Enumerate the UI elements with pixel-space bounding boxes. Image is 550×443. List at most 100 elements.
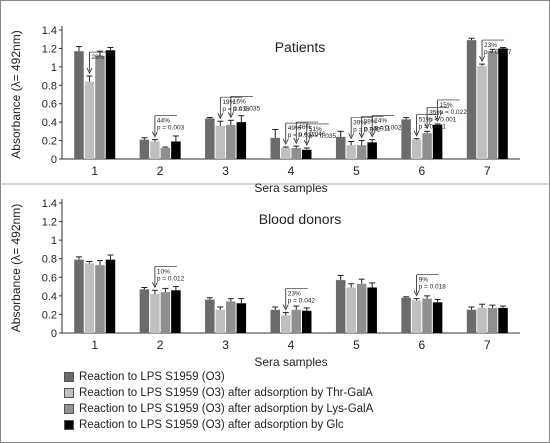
- legend-label: Reaction to LPS S1959 (O3) after adsorpt…: [79, 387, 373, 399]
- bar: [422, 298, 432, 333]
- x-tick-label: 6: [419, 338, 426, 352]
- annotation-arrow-head: [369, 131, 376, 138]
- bar: [171, 290, 181, 333]
- bar: [401, 119, 411, 159]
- annotation: 10%p = 0.012: [152, 265, 185, 289]
- annotation-arrow-head: [479, 55, 485, 62]
- bar: [139, 139, 150, 159]
- annotation: 38%p = 0.011: [358, 116, 391, 139]
- annotation-text: p = 0.022: [440, 109, 468, 116]
- bar: [477, 65, 487, 159]
- bar: [160, 292, 171, 333]
- annotation-text: 23%: [288, 291, 301, 298]
- bar: [236, 303, 247, 333]
- annotation-text: p < 0.001: [429, 116, 457, 123]
- annotation-arrow-head: [358, 132, 365, 139]
- annotation-arrow-head: [86, 67, 93, 74]
- annotation-text: 35%: [429, 109, 442, 116]
- annotation: 24%p = 0.002: [369, 115, 402, 138]
- x-tick-label: 3: [222, 164, 229, 178]
- annotation-text: 24%: [374, 118, 387, 125]
- y-tick-label: 1.2: [42, 43, 57, 55]
- legend-item: Reaction to LPS S1959 (O3): [64, 369, 373, 385]
- x-tick-label: 2: [157, 164, 164, 178]
- x-tick-label: 7: [484, 164, 491, 178]
- bar: [346, 287, 356, 333]
- annotation: 46%p = 0.046: [293, 121, 326, 144]
- annotation: 49%p = 0.037: [282, 122, 316, 145]
- annotation-text: p = 0.002: [374, 125, 402, 132]
- annotation-text: 16%: [233, 98, 246, 105]
- y-tick-label: 1.4: [42, 198, 57, 210]
- annotation: 35%p < 0.001: [424, 107, 457, 130]
- bar: [356, 145, 367, 159]
- bar: [466, 40, 477, 160]
- annotation-text: p = 0.037: [288, 132, 316, 139]
- bar: [302, 149, 312, 159]
- annotation: 19%p = 0.038: [217, 96, 250, 120]
- y-tick-label: 0.2: [42, 136, 57, 148]
- annotation-text: p = 0.011: [364, 126, 391, 133]
- bar: [226, 301, 236, 333]
- annotation-text: p = 0.002: [353, 126, 381, 133]
- annotation-text: p = 0.042: [288, 298, 316, 305]
- bar: [422, 133, 432, 159]
- bar: [74, 259, 84, 333]
- annotation: 51%p = 0.001: [413, 114, 447, 137]
- bar: [160, 147, 171, 159]
- legend: Reaction to LPS S1959 (O3) Reaction to LP…: [64, 369, 373, 433]
- annotation-text: p = 0.007: [484, 49, 512, 56]
- annotation-arrow-head: [282, 304, 289, 311]
- y-tick-label: 0.8: [42, 254, 57, 266]
- x-axis-title: Sera samples: [254, 181, 327, 195]
- annotation-arrow-head: [152, 282, 158, 289]
- chart-panel-patients: 0 0.2 0.4 0.6 0.8 1 1.2 1.4 Patients Sera samples…: [9, 25, 520, 195]
- y-tick-label: 1: [51, 62, 57, 74]
- legend-swatch: [64, 388, 74, 398]
- annotation: 15%p = 0.022: [434, 99, 468, 122]
- annotation-arrow-head: [348, 133, 355, 140]
- x-tick-label: 1: [91, 338, 98, 352]
- chart-title: Patients: [275, 39, 326, 55]
- y-tick-label: 0.8: [42, 80, 57, 92]
- bar: [411, 300, 422, 333]
- bar: [270, 309, 280, 333]
- bar: [367, 287, 377, 333]
- legend-item: Reaction to LPS S1959 (O3) after adsorpt…: [64, 401, 373, 417]
- y-tick-label: 0: [51, 154, 57, 166]
- annotation: 23%p = 0.042: [282, 288, 316, 311]
- bar: [498, 307, 508, 333]
- legend-item: Reaction to LPS S1959 (O3) after adsorpt…: [64, 417, 373, 433]
- bar: [171, 141, 181, 159]
- annotation-arrow-head: [293, 137, 300, 144]
- annotation-text: p = 0.001: [419, 124, 447, 131]
- legend-swatch: [64, 404, 74, 414]
- bar: [477, 307, 487, 333]
- x-tick-label: 3: [222, 338, 229, 352]
- annotation-text: p = 0.035: [309, 133, 337, 140]
- bar: [74, 51, 84, 159]
- y-tick-label: 1: [51, 235, 57, 247]
- bar: [150, 141, 160, 159]
- annotation-arrow-head: [152, 131, 158, 138]
- annotation-text: p = 0.018: [419, 284, 447, 291]
- annotation-arrow-head: [217, 113, 224, 120]
- annotation-text: 46%: [298, 124, 311, 131]
- bar: [498, 48, 508, 159]
- annotation: 28%: [86, 51, 112, 74]
- annotation: 23%p = 0.007: [479, 39, 512, 62]
- bar: [84, 81, 95, 159]
- bar: [302, 310, 312, 333]
- x-tick-label: 2: [157, 338, 164, 352]
- annotation-arrow-head: [303, 139, 310, 146]
- bar: [215, 125, 226, 159]
- bar: [270, 137, 280, 159]
- bar: [95, 265, 105, 333]
- bar: [367, 142, 377, 159]
- bar: [215, 309, 226, 333]
- annotation-arrow-head: [227, 112, 234, 119]
- legend-item: Reaction to LPS S1959 (O3) after adsorpt…: [64, 385, 373, 401]
- bar: [84, 263, 95, 333]
- bar: [291, 147, 301, 159]
